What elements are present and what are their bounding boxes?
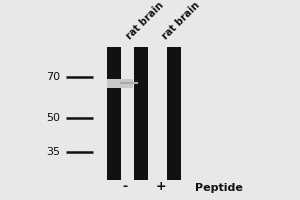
Text: 35: 35	[46, 147, 60, 157]
Text: +: +	[155, 180, 166, 193]
Bar	[107, 47, 121, 180]
Text: rat brain: rat brain	[160, 0, 202, 42]
Bar	[167, 47, 181, 180]
Bar	[134, 47, 148, 180]
Text: rat brain: rat brain	[124, 0, 166, 42]
Text: -: -	[122, 180, 127, 193]
Text: 50: 50	[46, 113, 60, 123]
Text: 70: 70	[46, 72, 60, 82]
Bar	[121, 47, 134, 180]
Bar	[107, 79, 133, 88]
Bar	[148, 47, 167, 180]
Text: Peptide: Peptide	[195, 183, 243, 193]
